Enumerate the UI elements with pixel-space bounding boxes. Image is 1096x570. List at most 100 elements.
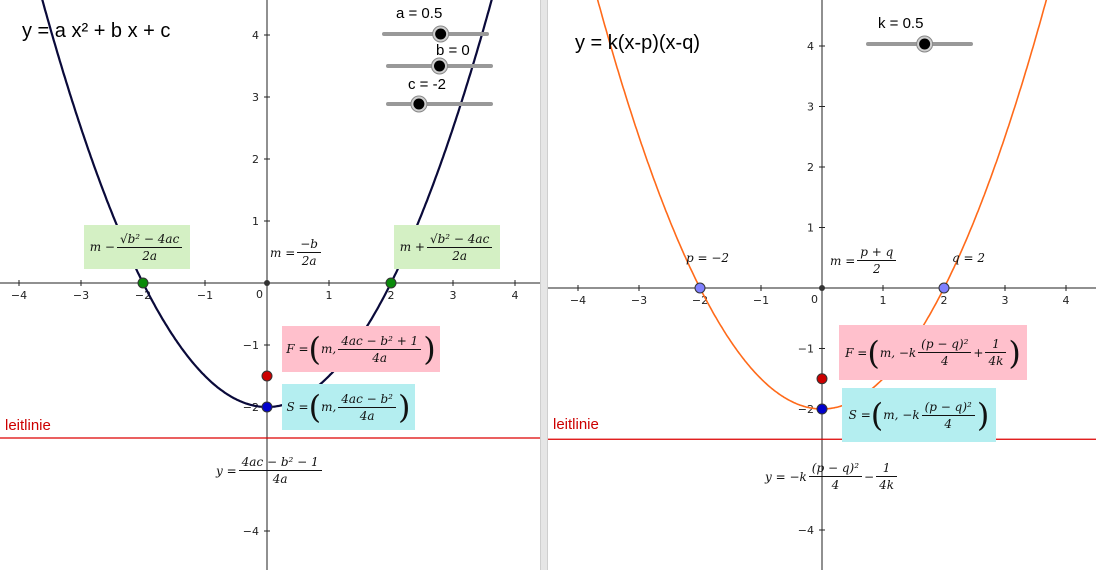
left-x-tick-label: 4 <box>512 289 519 302</box>
right-x-tick-label: 2 <box>941 294 948 307</box>
right-y-tick-label: 4 <box>807 40 814 53</box>
slider-a-knob[interactable] <box>435 28 447 40</box>
right-y-tick-label: −4 <box>798 524 814 537</box>
root-left-prefix: m − <box>89 240 115 254</box>
right-function-title: y = k(x-p)(x-q) <box>575 32 700 54</box>
left-vertex-point[interactable] <box>261 401 273 413</box>
left-function-title: y = a x² + b x + c <box>22 20 171 42</box>
right-vertex-m: m, −k <box>883 408 920 422</box>
slider-k-label: k = 0.5 <box>878 15 924 32</box>
left-m-prefix: m = <box>270 245 296 260</box>
left-m-formula: m = −b 2a <box>270 238 323 267</box>
right-vertex-point[interactable] <box>816 403 828 415</box>
root-right-num: √b² − 4ac <box>426 233 493 248</box>
right-directrix-num2: 1 <box>876 462 897 477</box>
right-origin-point <box>819 285 825 291</box>
right-directrix-minus: − <box>864 469 875 484</box>
right-focus-num: (p − q)² <box>918 338 972 353</box>
right-directrix-label: leitlinie <box>553 416 599 433</box>
right-x-tick-label: 4 <box>1063 294 1070 307</box>
left-m-num: −b <box>297 238 321 253</box>
left-y-tick-label: 2 <box>252 153 259 166</box>
right-root-point-1[interactable] <box>694 282 706 294</box>
left-directrix-num: 4ac − b² − 1 <box>238 456 322 471</box>
slider-k-knob[interactable] <box>919 38 931 50</box>
left-y-tick-label: −1 <box>243 339 259 352</box>
right-vertex-den: 4 <box>944 416 953 431</box>
left-origin-point <box>264 280 270 286</box>
right-y-tick-label: 3 <box>807 101 814 114</box>
right-vertex-formula-box: S = ( m, −k (p − q)² 4 ) <box>842 388 996 442</box>
left-focus-m: m, <box>320 342 337 356</box>
right-y-tick-label: −1 <box>798 343 814 356</box>
right-directrix-formula: y = −k (p − q)² 4 − 1 4k <box>765 462 899 491</box>
left-parabola-curve <box>41 0 493 409</box>
right-focus-den: 4 <box>940 354 949 368</box>
right-focus-m: m, −k <box>879 345 917 360</box>
left-y-tick-label: 1 <box>252 215 259 228</box>
left-directrix-label: leitlinie <box>5 417 51 434</box>
left-m-den: 2a <box>301 254 317 268</box>
left-y-tick-label: −4 <box>243 525 259 538</box>
root-left-formula-box: m − √b² − 4ac 2a <box>84 225 190 269</box>
left-focus-den: 4a <box>372 350 388 365</box>
left-root-point-2[interactable] <box>385 277 397 289</box>
right-m-num: p + q <box>857 246 897 261</box>
right-vertex-prefix: S = <box>848 408 871 422</box>
left-x-tick-label: 3 <box>450 289 457 302</box>
right-q-formula: q = 2 <box>952 251 985 265</box>
left-x-tick-label: 1 <box>326 289 333 302</box>
left-directrix-formula: y = 4ac − b² − 1 4a <box>216 456 324 485</box>
left-x-tick-label: 0 <box>256 288 263 301</box>
left-x-tick-label: −3 <box>73 289 89 302</box>
right-directrix-den2: 4k <box>879 478 894 492</box>
slider-b-label: b = 0 <box>436 42 470 59</box>
right-y-tick-label: 2 <box>807 161 814 174</box>
slider-b-knob[interactable] <box>434 60 445 72</box>
slider-a-label: a = 0.5 <box>396 5 443 22</box>
right-focus-point[interactable] <box>816 373 828 385</box>
right-focus-plus: + <box>973 345 984 360</box>
left-focus-num: 4ac − b² + 1 <box>338 335 422 350</box>
right-m-den: 2 <box>872 262 881 276</box>
left-focus-point[interactable] <box>261 370 273 382</box>
slider-c-knob[interactable] <box>413 98 425 110</box>
root-right-formula-box: m + √b² − 4ac 2a <box>394 225 500 269</box>
left-root-point-1[interactable] <box>137 277 149 289</box>
right-x-tick-label: 3 <box>1002 294 1009 307</box>
panel-divider[interactable] <box>540 0 548 570</box>
left-x-tick-label: −1 <box>197 289 213 302</box>
left-vertex-prefix: S = <box>286 400 309 414</box>
slider-c-label: c = -2 <box>408 76 446 93</box>
left-vertex-m: m, <box>321 400 337 414</box>
left-directrix-den: 4a <box>272 472 288 486</box>
right-directrix-den: 4 <box>831 478 840 492</box>
right-m-prefix: m = <box>830 253 856 268</box>
right-x-tick-label: 0 <box>811 293 818 306</box>
left-y-tick-label: 3 <box>252 91 259 104</box>
root-left-num: √b² − 4ac <box>116 233 183 248</box>
right-root-point-2[interactable] <box>938 282 950 294</box>
right-focus-den2: 4k <box>988 354 1004 368</box>
left-directrix-prefix: y = <box>216 463 237 478</box>
right-focus-formula-box: F = ( m, −k (p − q)² 4 + 1 4k ) <box>839 325 1027 380</box>
left-vertex-num: 4ac − b² <box>338 393 396 408</box>
right-x-tick-label: −1 <box>753 294 769 307</box>
right-y-tick-label: 1 <box>807 222 814 235</box>
right-x-tick-label: 1 <box>880 294 887 307</box>
left-x-tick-label: 2 <box>388 289 395 302</box>
right-x-tick-label: −4 <box>570 294 586 307</box>
right-p-formula: p = −2 <box>686 251 730 265</box>
right-directrix-prefix: y = −k <box>765 469 807 484</box>
right-focus-prefix: F = <box>845 345 868 360</box>
left-focus-formula-box: F = ( m, 4ac − b² + 1 4a ) <box>282 326 440 372</box>
left-vertex-den: 4a <box>359 408 375 423</box>
root-right-den: 2a <box>452 248 468 263</box>
left-x-tick-label: −4 <box>11 289 27 302</box>
left-vertex-formula-box: S = ( m, 4ac − b² 4a ) <box>282 384 415 430</box>
left-focus-prefix: F = <box>286 342 309 356</box>
